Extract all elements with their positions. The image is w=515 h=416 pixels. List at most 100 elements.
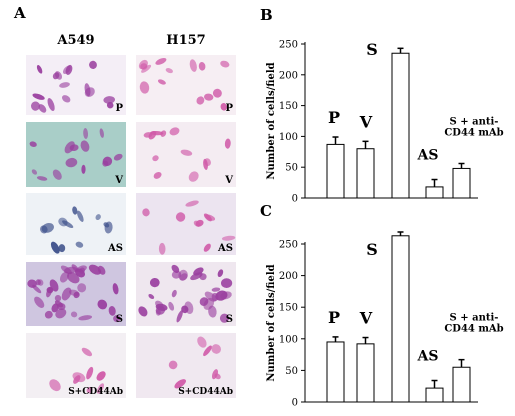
stained-cell bbox=[211, 287, 221, 292]
stained-cell bbox=[41, 223, 54, 233]
stained-cell bbox=[142, 208, 150, 217]
stained-cell bbox=[76, 210, 84, 222]
stained-cell bbox=[64, 266, 78, 274]
stained-cell bbox=[97, 299, 108, 310]
bar bbox=[425, 186, 444, 199]
column-title-a549: A549 bbox=[56, 33, 94, 48]
stained-cell bbox=[96, 383, 105, 394]
stained-cell bbox=[86, 386, 93, 394]
stained-cell bbox=[81, 164, 86, 174]
category-label: AS bbox=[417, 148, 439, 164]
micrograph-label-as: AS bbox=[107, 243, 123, 254]
stained-cell bbox=[220, 103, 228, 111]
stained-cell bbox=[221, 278, 233, 289]
micrograph-label-p: P bbox=[115, 103, 123, 114]
category-label: V bbox=[359, 309, 373, 328]
stained-cell bbox=[52, 169, 62, 180]
stained-cell bbox=[189, 59, 197, 72]
bar bbox=[356, 343, 375, 403]
stained-cell bbox=[58, 244, 66, 253]
stained-cell bbox=[61, 95, 71, 103]
stained-cell bbox=[59, 271, 70, 283]
stained-cell bbox=[155, 303, 168, 311]
stained-cell bbox=[69, 144, 79, 152]
stained-cell bbox=[88, 264, 102, 275]
stained-cell bbox=[78, 315, 93, 321]
stained-cell bbox=[211, 344, 221, 354]
bar bbox=[391, 235, 410, 403]
bar bbox=[391, 52, 410, 199]
stained-cell bbox=[203, 158, 208, 170]
category-label: S bbox=[366, 40, 378, 59]
stained-cell bbox=[70, 311, 78, 318]
stained-cell bbox=[197, 336, 207, 348]
stained-cell bbox=[72, 206, 78, 215]
stained-cell bbox=[224, 138, 231, 149]
stained-cell bbox=[148, 130, 157, 140]
stained-cell bbox=[97, 265, 106, 275]
stained-cell bbox=[205, 214, 216, 221]
stained-cell bbox=[49, 379, 61, 392]
stained-cell bbox=[59, 82, 70, 88]
stained-cell bbox=[86, 366, 94, 380]
stained-cell bbox=[176, 310, 183, 323]
stained-cell bbox=[84, 87, 95, 97]
stained-cell bbox=[219, 313, 230, 323]
micrograph-a549-0: P bbox=[26, 55, 126, 115]
micrograph-h157-4: S+CD44Ab bbox=[136, 333, 236, 398]
stained-cell bbox=[34, 296, 45, 308]
stained-cell bbox=[32, 93, 45, 100]
stained-cell bbox=[55, 308, 67, 319]
stained-cell bbox=[51, 303, 59, 313]
micrograph-label-v: V bbox=[114, 175, 123, 186]
y-tick-label: 250 bbox=[279, 40, 298, 51]
micrograph-a549-1: V bbox=[26, 122, 126, 187]
stained-cell bbox=[65, 157, 78, 168]
category-label: AS bbox=[417, 349, 439, 365]
stained-cell bbox=[108, 306, 116, 316]
stained-cell bbox=[103, 96, 115, 104]
stained-cell bbox=[158, 242, 166, 255]
stained-cell bbox=[169, 127, 180, 136]
stained-cell bbox=[81, 347, 93, 357]
stained-cell bbox=[75, 241, 84, 248]
stained-cell bbox=[67, 272, 80, 284]
stained-cell bbox=[36, 176, 48, 181]
bar bbox=[452, 366, 471, 403]
stained-cell bbox=[113, 153, 123, 161]
micrograph-h157-2: AS bbox=[136, 193, 236, 255]
micrograph-a549-2: AS bbox=[26, 193, 126, 255]
stained-cell bbox=[171, 289, 177, 298]
stained-cell bbox=[180, 149, 193, 156]
category-label: P bbox=[328, 308, 340, 327]
stained-cell bbox=[155, 309, 161, 316]
micrograph-label-v: V bbox=[224, 175, 233, 186]
stained-cell bbox=[112, 283, 119, 295]
stained-cell bbox=[73, 375, 81, 384]
stained-cell bbox=[46, 286, 54, 294]
stained-cell bbox=[188, 171, 199, 182]
stained-cell bbox=[178, 269, 188, 281]
stained-cell bbox=[113, 315, 121, 323]
stained-cell bbox=[52, 72, 60, 80]
bar bbox=[326, 143, 345, 199]
stained-cell bbox=[83, 128, 89, 139]
stained-cell bbox=[61, 287, 72, 301]
category-label: V bbox=[359, 112, 373, 131]
stained-cell bbox=[32, 284, 42, 294]
stained-cell bbox=[139, 81, 150, 94]
y-tick-label: 0 bbox=[292, 194, 298, 205]
stained-cell bbox=[221, 235, 236, 241]
stained-cell bbox=[215, 290, 228, 301]
stained-cell bbox=[190, 272, 203, 281]
stained-cell bbox=[102, 160, 109, 167]
stained-cell bbox=[171, 264, 180, 273]
stained-cell bbox=[185, 200, 199, 207]
stained-cell bbox=[38, 104, 47, 113]
stained-cell bbox=[57, 302, 66, 311]
stained-cell bbox=[203, 345, 212, 357]
stained-cell bbox=[203, 243, 211, 252]
stained-cell bbox=[44, 310, 53, 319]
y-tick-label: 200 bbox=[279, 70, 298, 81]
